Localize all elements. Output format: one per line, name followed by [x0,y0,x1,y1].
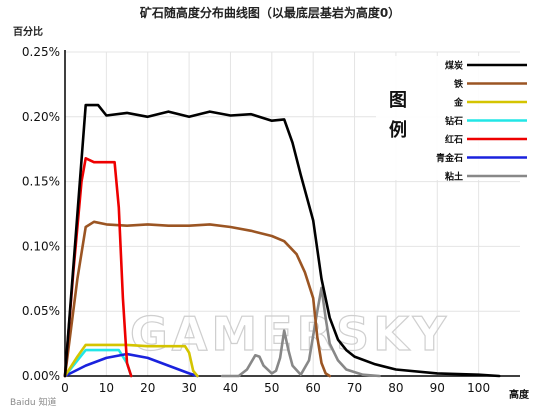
x-tick-label: 10 [99,381,114,395]
y-axis-label: 百分比 [13,25,43,38]
legend-label-0: 煤炭 [445,60,463,72]
x-tick-label: 50 [264,381,279,395]
y-tick-label: 0.10% [22,239,60,253]
x-tick-label: 90 [430,381,445,395]
legend-label-4: 红石 [445,134,463,146]
series-line-6 [220,286,381,378]
legend-box [376,56,532,180]
legend-label-2: 金 [453,97,464,109]
x-tick-label: 70 [347,381,362,395]
x-tick-label: 20 [140,381,155,395]
y-tick-label: 0.00% [22,369,60,383]
series-line-2 [63,343,199,378]
y-tick-label: 0.05% [22,304,60,318]
legend-label-5: 青金石 [436,152,463,164]
y-tick-label: 0.20% [22,110,60,124]
x-axis-label: 高度 [509,388,530,401]
series-line-0 [63,103,501,378]
x-tick-label: 0 [61,381,69,395]
legend-title: 图例 [389,90,407,141]
series-line-5 [63,352,199,378]
x-tick-label: 30 [181,381,196,395]
series-line-1 [63,220,331,378]
legend-label-3: 钻石 [445,115,463,127]
credit-text: Baidu 知道 [10,396,56,408]
chart-title: 矿石随高度分布曲线图（以最底层基岩为高度0） [140,5,400,20]
x-tick-label: 60 [306,381,321,395]
x-tick-label: 80 [388,381,403,395]
axes: 0.00% 0.05% 0.10% 0.15% 0.20% 0.25% 0 10 20 30 40 5… [22,45,520,395]
series-line-4 [63,157,133,378]
y-tick-label: 0.25% [22,45,60,59]
x-tick-label: 100 [467,381,490,395]
y-tick-label: 0.15% [22,175,60,189]
legend-label-6: 粘土 [444,171,463,183]
legend-label-1: 铁 [454,78,463,90]
x-tick-label: 40 [223,381,238,395]
grid-lines [64,51,520,377]
series-lines [63,103,501,378]
